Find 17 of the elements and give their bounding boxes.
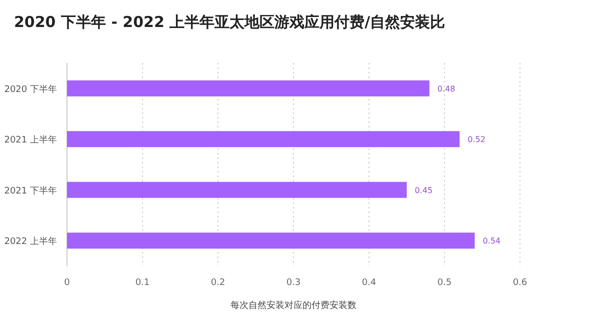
x-tick-label: 0.6 — [512, 278, 528, 288]
data-label: 0.52 — [468, 135, 486, 144]
x-tick-label: 0.2 — [210, 278, 226, 288]
x-tick-label: 0.3 — [286, 278, 301, 288]
y-tick-label: 2021 上半年 — [4, 134, 57, 146]
data-label: 0.48 — [437, 84, 456, 94]
data-label: 0.45 — [414, 186, 433, 195]
y-tick-label: 2020 下半年 — [4, 84, 57, 95]
x-tick-label: 0.4 — [362, 278, 376, 288]
x-tick-label: 0 — [64, 278, 70, 288]
x-tick-label: 0.1 — [135, 278, 150, 288]
y-tick-label: 2021 下半年 — [4, 185, 57, 196]
y-tick-label: 2022 上半年 — [4, 236, 57, 248]
x-axis-title: 每次自然安装对应的付费安装数 — [230, 300, 356, 311]
chart-title: 2020 下半年 - 2022 上半年亚太地区游戏应用付费/自然安装比 — [14, 13, 446, 31]
x-tick-label: 0.5 — [437, 278, 452, 288]
data-label: 0.54 — [482, 236, 501, 246]
